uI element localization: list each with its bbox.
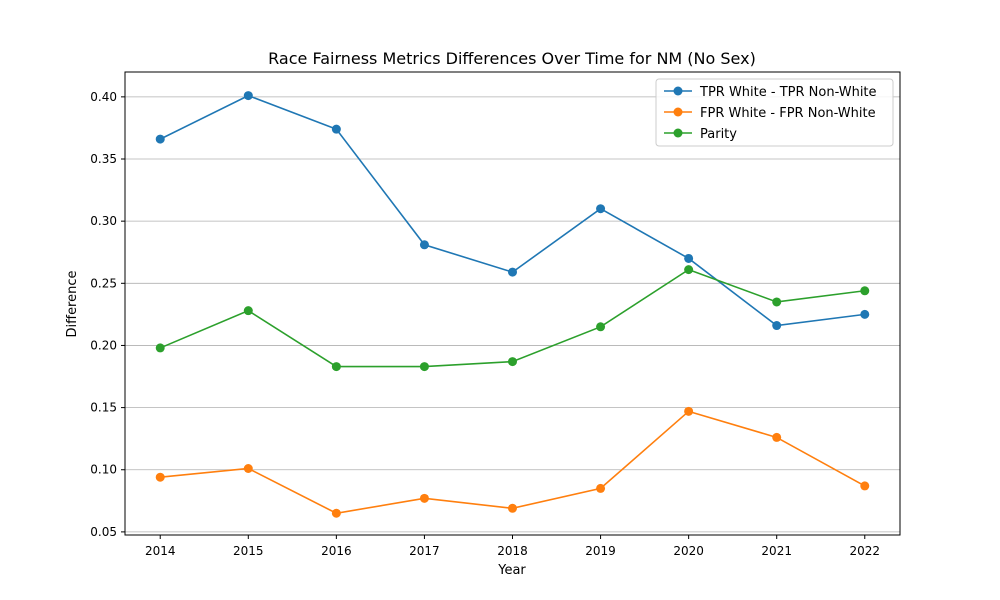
- data-point: [860, 481, 870, 491]
- data-point: [419, 362, 429, 372]
- chart-title: Race Fairness Metrics Differences Over T…: [268, 49, 756, 68]
- data-point: [508, 503, 517, 513]
- legend-marker: [673, 128, 683, 138]
- data-point: [596, 204, 606, 214]
- data-point: [772, 321, 782, 331]
- data-point: [419, 240, 429, 250]
- series-3: [155, 265, 870, 372]
- x-tick-label: 2014: [145, 544, 176, 558]
- y-axis: 0.05 0.10 0.15 0.20 0.25 0.30 0.35 0.40: [90, 90, 125, 539]
- data-point: [155, 472, 165, 482]
- y-axis-label: Difference: [65, 270, 80, 337]
- y-tick-label: 0.20: [90, 338, 117, 352]
- y-tick-label: 0.30: [90, 214, 117, 228]
- series-1: [155, 91, 870, 331]
- x-tick-label: 2016: [321, 544, 352, 558]
- x-axis: 2014 2015 2016 2017 2018 2019 2020 2021 2022: [145, 535, 880, 558]
- legend-label: FPR White - FPR Non-White: [700, 106, 876, 121]
- data-point: [243, 91, 253, 101]
- data-point: [684, 253, 694, 263]
- data-point: [331, 508, 341, 518]
- data-point: [508, 357, 517, 367]
- data-point: [243, 464, 253, 474]
- x-axis-label: Year: [497, 563, 526, 578]
- data-point: [596, 322, 606, 332]
- data-point: [155, 343, 165, 353]
- y-tick-label: 0.10: [90, 463, 117, 477]
- y-tick-label: 0.15: [90, 401, 117, 415]
- series-2: [155, 406, 870, 518]
- series-layer: [155, 91, 870, 518]
- grid-lines: [125, 96, 900, 533]
- data-point: [155, 134, 165, 144]
- data-point: [331, 362, 341, 372]
- data-point: [860, 286, 870, 296]
- data-point: [419, 493, 429, 503]
- legend-marker: [673, 86, 683, 96]
- legend-box: [655, 78, 894, 147]
- y-tick-label: 0.25: [90, 276, 117, 290]
- legend-item: FPR White - FPR Non-White: [664, 106, 876, 121]
- data-point: [772, 432, 782, 442]
- data-point: [243, 306, 253, 316]
- y-tick-label: 0.35: [90, 152, 117, 166]
- y-tick-label: 0.40: [90, 90, 117, 104]
- data-point: [596, 483, 606, 493]
- legend-item: TPR White - TPR Non-White: [664, 85, 877, 100]
- x-tick-label: 2020: [673, 544, 704, 558]
- x-tick-label: 2021: [761, 544, 792, 558]
- data-point: [508, 267, 517, 277]
- data-point: [684, 406, 694, 416]
- x-tick-label: 2017: [409, 544, 440, 558]
- x-tick-label: 2019: [585, 544, 616, 558]
- x-tick-label: 2022: [849, 544, 880, 558]
- data-point: [860, 309, 870, 319]
- legend-label: TPR White - TPR Non-White: [699, 85, 877, 100]
- legend-item: Parity: [664, 127, 737, 142]
- data-point: [331, 124, 341, 134]
- y-tick-label: 0.05: [90, 525, 117, 539]
- x-tick-label: 2018: [497, 544, 528, 558]
- legend-marker: [673, 107, 683, 117]
- legend: TPR White - TPR Non-White FPR White - FPR…: [655, 78, 894, 147]
- data-point: [684, 265, 694, 275]
- data-point: [772, 297, 782, 307]
- x-tick-label: 2015: [233, 544, 264, 558]
- legend-label: Parity: [700, 127, 737, 142]
